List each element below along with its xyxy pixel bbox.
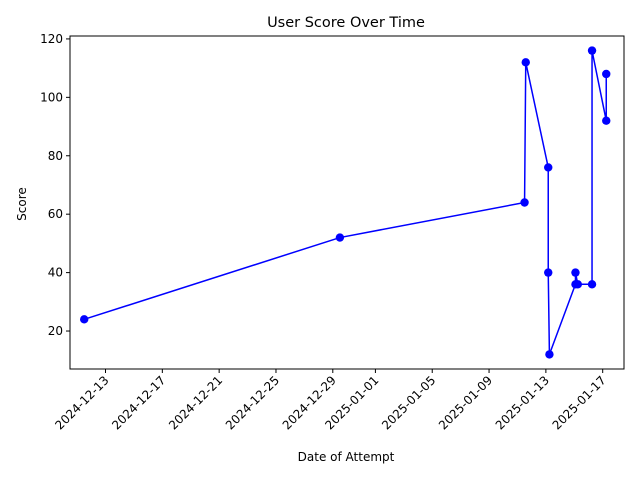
data-point: [587, 280, 597, 289]
x-tick-label: 2024-12-25: [223, 373, 282, 432]
chart-title: User Score Over Time: [267, 15, 425, 31]
x-tick-label: 2024-12-13: [52, 373, 111, 432]
data-point: [544, 163, 553, 172]
plot-frame: [69, 35, 625, 370]
x-axis: 2024-12-132024-12-172024-12-212024-12-25…: [52, 369, 609, 432]
data-point: [602, 116, 611, 125]
data-point: [521, 58, 530, 67]
data-point: [573, 280, 583, 289]
data-point: [520, 198, 529, 207]
y-axis-title: Score: [15, 187, 29, 221]
y-tick-label: 120: [40, 32, 63, 46]
data-point: [587, 46, 597, 55]
x-tick-label: 2025-01-13: [493, 373, 552, 432]
y-tick-label: 80: [48, 149, 63, 163]
y-tick-label: 20: [48, 324, 63, 338]
series-layer: [80, 46, 611, 359]
y-tick-label: 40: [48, 266, 63, 280]
y-axis: 20 40 60 80 100 120: [40, 32, 70, 338]
series-line: [83, 50, 607, 355]
y-tick-label: 100: [40, 90, 63, 104]
plot-area: [69, 35, 625, 370]
x-tick-label: 2025-01-17: [550, 373, 609, 432]
data-point: [545, 350, 554, 359]
x-tick-label: 2025-01-09: [436, 373, 495, 432]
data-point: [80, 315, 89, 324]
y-tick-label: 60: [48, 207, 63, 221]
data-point: [571, 268, 580, 277]
x-tick-label: 2025-01-05: [379, 373, 438, 432]
x-tick-label: 2024-12-21: [166, 373, 225, 432]
x-axis-title: Date of Attempt: [298, 450, 395, 464]
data-point: [544, 268, 553, 277]
data-point: [335, 233, 345, 242]
data-point: [602, 69, 611, 79]
x-tick-label: 2024-12-17: [109, 373, 168, 432]
